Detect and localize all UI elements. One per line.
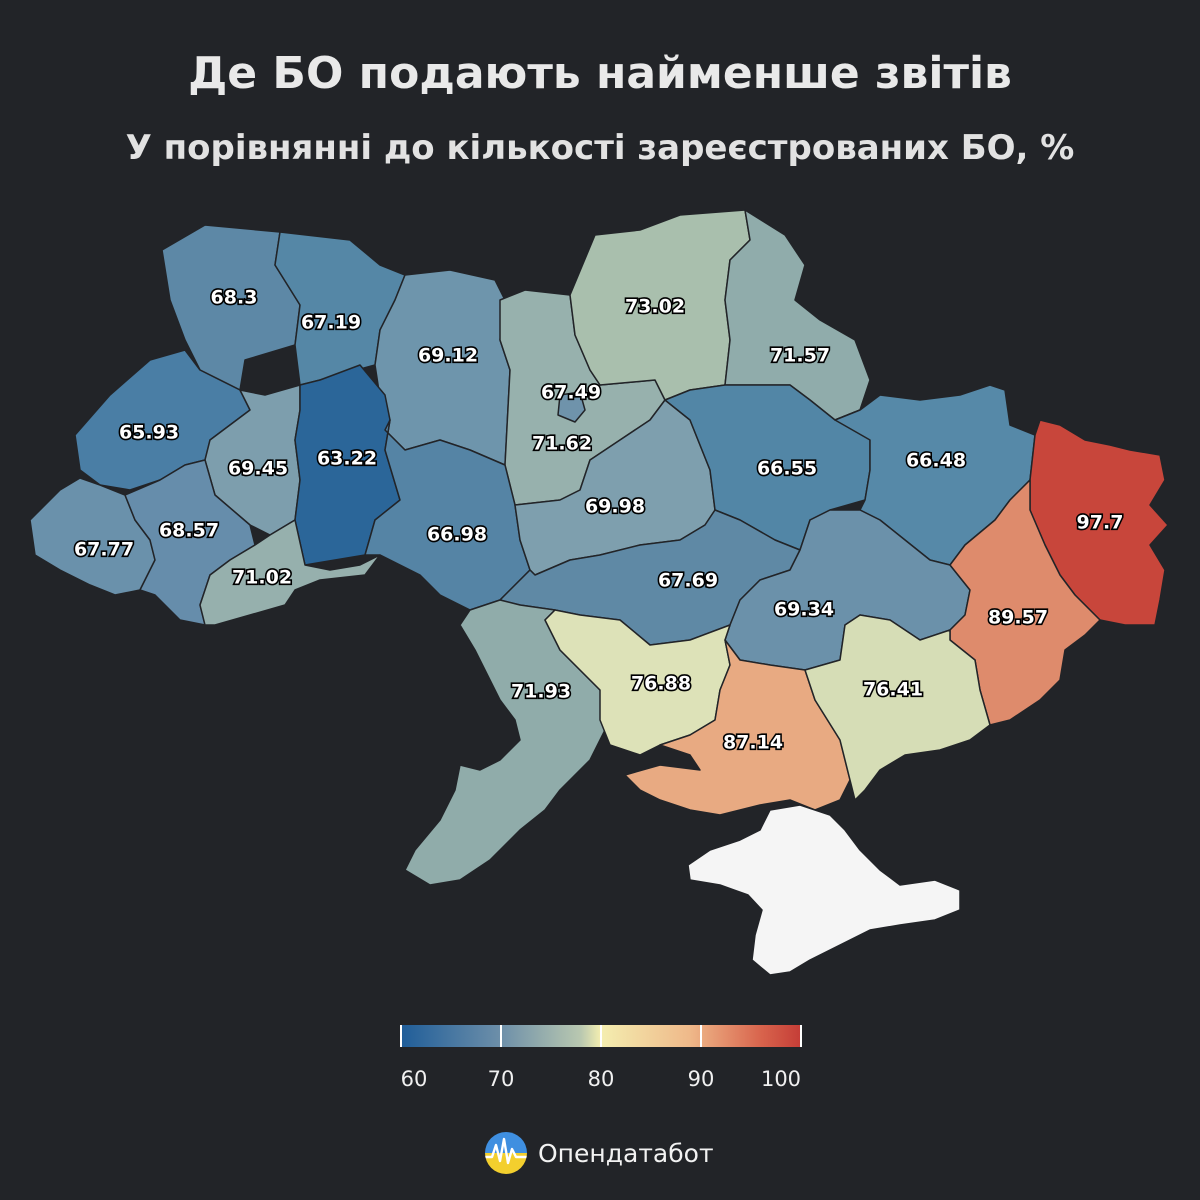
region-value-mykolaiv: 76.88	[631, 673, 691, 695]
region-value-kharkiv: 66.48	[906, 450, 966, 472]
region-value-dnipropetrovsk: 69.34	[774, 599, 834, 621]
color-scale-legend: 60 70 80 90 100	[400, 1025, 804, 1095]
legend-tick-80	[600, 1025, 602, 1047]
region-zhytomyr[interactable]	[374, 269, 511, 466]
region-value-volyn: 68.3	[211, 287, 258, 309]
region-value-chernihiv: 73.02	[625, 296, 685, 318]
region-value-odesa: 71.93	[511, 681, 571, 703]
legend-tick-100	[800, 1025, 802, 1047]
region-value-donetsk: 89.57	[988, 607, 1048, 629]
legend-tick-60	[400, 1025, 402, 1047]
legend-tick-90	[700, 1025, 702, 1047]
brand-name: Опендатабот	[538, 1138, 714, 1168]
map-subtitle: У порівнянні до кількості зареєстрованих…	[125, 128, 1075, 168]
region-value-kyiv-oblast: 67.49	[541, 382, 601, 404]
region-value-cherkasy: 69.98	[585, 496, 645, 518]
region-crimea[interactable]	[687, 804, 961, 976]
map-title: Де БО подають найменше звітів	[188, 48, 1012, 99]
region-value-chernivtsi: 71.02	[232, 567, 292, 589]
region-volyn[interactable]	[161, 224, 301, 391]
region-value-kyiv-city: 71.62	[532, 433, 592, 455]
region-value-rivne: 67.19	[301, 312, 361, 334]
region-poltava[interactable]	[664, 384, 871, 551]
brand-footer[interactable]: Опендатабот	[484, 1130, 714, 1176]
legend-label-60: 60	[400, 1067, 428, 1091]
legend-label-70: 70	[487, 1067, 515, 1091]
legend-label-80: 80	[587, 1067, 615, 1091]
ukraine-choropleth-map: 68.3 67.19 69.12 67.49 71.62 73.02 71.57 65.93 6…	[29, 209, 1169, 976]
region-value-poltava: 66.55	[757, 458, 817, 480]
region-value-khmelnytskyi: 63.22	[317, 448, 377, 470]
legend-label-100: 100	[760, 1067, 802, 1091]
region-value-sumy: 71.57	[770, 345, 830, 367]
region-chernivtsi[interactable]	[199, 519, 381, 626]
opendatabot-logo-icon	[485, 1132, 527, 1174]
region-value-luhansk: 97.7	[1077, 512, 1124, 534]
region-kyiv-city[interactable]	[557, 391, 586, 423]
region-value-lviv: 65.93	[119, 422, 179, 444]
legend-label-90: 90	[687, 1067, 715, 1091]
region-value-zaporizhzhia: 76.41	[863, 679, 923, 701]
region-value-ternopil: 69.45	[228, 458, 288, 480]
legend-tick-70	[500, 1025, 502, 1047]
region-value-kherson: 87.14	[723, 732, 783, 754]
region-value-vinnytsia: 66.98	[427, 524, 487, 546]
region-value-ivano-frankivsk: 68.57	[159, 520, 219, 542]
region-zaporizhzhia[interactable]	[804, 614, 991, 801]
region-value-kirovohrad: 67.69	[658, 570, 718, 592]
region-value-zhytomyr: 69.12	[418, 345, 478, 367]
region-value-zakarpattia: 67.77	[74, 539, 134, 561]
